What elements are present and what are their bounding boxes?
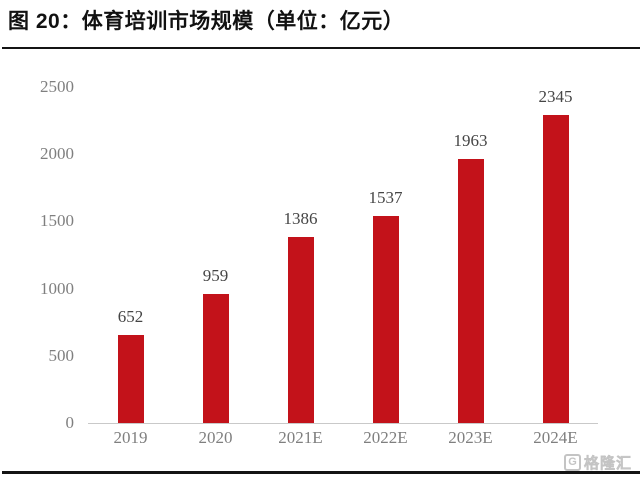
bar: [542, 115, 569, 423]
bar-value-label: 1386: [283, 208, 318, 228]
bar: [202, 294, 229, 423]
figure-title: 图 20：体育培训市场规模（单位：亿元）: [8, 10, 405, 33]
watermark-text: 格隆汇: [583, 455, 632, 473]
bar-value-label: 1537: [368, 188, 403, 208]
bar-value-label: 2345: [538, 87, 573, 106]
title-divider: [2, 47, 640, 49]
y-tick-label: 2000: [40, 144, 74, 164]
watermark: G 格隆汇: [563, 452, 632, 473]
x-tick-label: 2019: [113, 428, 148, 447]
plot-area: 652 959 1386 1537 1963 2345: [88, 87, 598, 424]
bar-column: 2345: [513, 87, 598, 423]
x-tick-label: 2020: [198, 428, 233, 447]
y-tick-label: 1000: [40, 278, 74, 298]
y-tick-label: 0: [65, 413, 75, 432]
bar-value-label: 1963: [453, 131, 488, 151]
bar-column: 652: [88, 87, 173, 423]
bar-value-label: 959: [202, 266, 229, 286]
bar-value-label: 652: [117, 307, 144, 327]
x-tick-label: 2023E: [448, 428, 493, 447]
x-tick-label: 2022E: [363, 428, 408, 447]
bar-column: 959: [173, 87, 258, 423]
bar: [117, 335, 144, 423]
y-axis: 0 500 1000 1500 2000 2500: [0, 78, 75, 431]
bottom-divider: [2, 471, 640, 474]
gelonghui-logo-icon: G: [563, 454, 581, 471]
bar-column: 1537: [343, 87, 428, 423]
bar-column: 1963: [428, 87, 513, 423]
bar: [287, 236, 314, 423]
x-axis: 2019 2020 2021E 2022E 2023E 2024E: [88, 429, 598, 449]
x-tick-label: 2024E: [533, 428, 578, 447]
y-tick-label: 2500: [40, 77, 74, 96]
bar: [372, 216, 399, 423]
bar: [457, 159, 484, 423]
x-tick-label: 2021E: [278, 428, 323, 447]
y-tick-label: 1500: [40, 211, 74, 231]
y-tick-label: 500: [48, 345, 75, 365]
bar-column: 1386: [258, 87, 343, 423]
